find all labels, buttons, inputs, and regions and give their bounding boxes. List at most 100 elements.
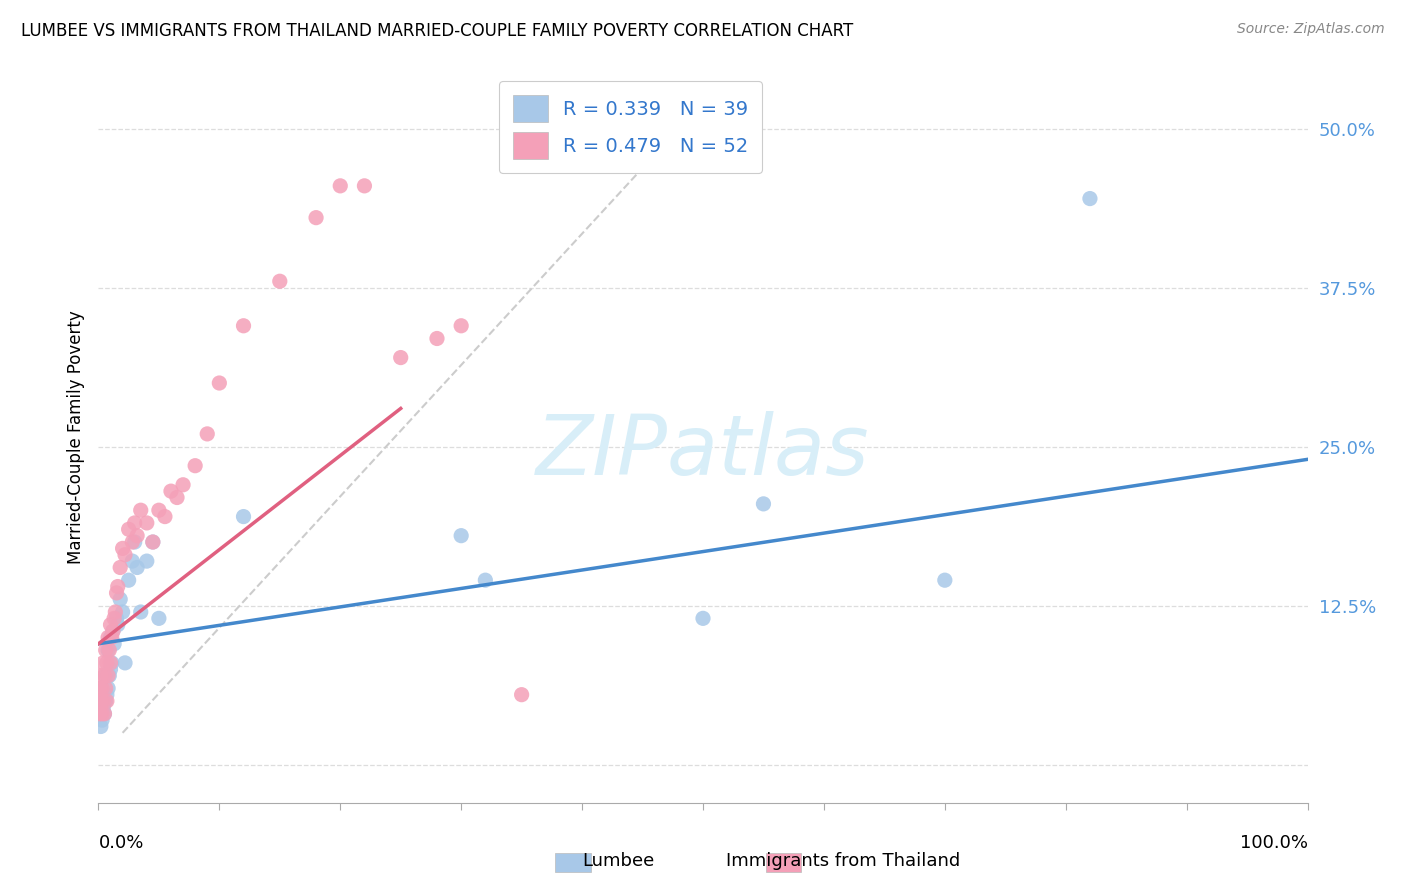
Point xyxy=(752,497,775,511)
Point xyxy=(135,516,157,530)
Point xyxy=(89,688,111,702)
Point xyxy=(692,611,714,625)
Point xyxy=(124,516,146,530)
Point xyxy=(127,560,149,574)
Text: 100.0%: 100.0% xyxy=(1240,833,1308,852)
Point xyxy=(91,694,114,708)
Point xyxy=(100,617,122,632)
Point xyxy=(474,573,496,587)
Point xyxy=(93,706,115,721)
Point xyxy=(329,178,352,193)
Point xyxy=(90,694,112,708)
Point xyxy=(91,681,114,696)
Point xyxy=(96,694,118,708)
Point xyxy=(510,688,533,702)
Point xyxy=(105,586,128,600)
Point xyxy=(100,631,122,645)
Point xyxy=(91,713,114,727)
Point xyxy=(98,668,121,682)
Point xyxy=(232,318,254,333)
Point xyxy=(93,694,115,708)
Point xyxy=(94,643,117,657)
Point xyxy=(94,694,117,708)
Point xyxy=(450,529,472,543)
Point xyxy=(97,668,120,682)
Point xyxy=(129,605,152,619)
Point xyxy=(89,681,111,696)
Point xyxy=(93,668,115,682)
Point xyxy=(96,688,118,702)
Point xyxy=(184,458,207,473)
Point xyxy=(100,656,122,670)
Point xyxy=(89,706,111,721)
Point xyxy=(389,351,412,365)
Point xyxy=(91,681,114,696)
Point xyxy=(160,484,183,499)
Point xyxy=(103,611,125,625)
Point xyxy=(108,560,131,574)
Point xyxy=(148,503,170,517)
Point xyxy=(91,656,114,670)
Point xyxy=(153,509,176,524)
Point xyxy=(97,643,120,657)
Point xyxy=(135,554,157,568)
Point xyxy=(124,535,146,549)
Point xyxy=(91,706,114,721)
Point xyxy=(104,605,127,619)
Point xyxy=(934,573,956,587)
Point xyxy=(96,656,118,670)
Point xyxy=(107,617,129,632)
Point xyxy=(166,491,188,505)
Point xyxy=(97,681,120,696)
Point xyxy=(142,535,165,549)
Point xyxy=(111,541,134,556)
Point xyxy=(91,700,114,714)
Point xyxy=(94,668,117,682)
Point xyxy=(121,554,143,568)
Text: Lumbee: Lumbee xyxy=(582,852,655,870)
Point xyxy=(148,611,170,625)
Point xyxy=(105,611,128,625)
Point xyxy=(129,503,152,517)
Point xyxy=(90,719,112,733)
Point xyxy=(172,477,194,491)
Point xyxy=(90,706,112,721)
Point xyxy=(232,509,254,524)
Point xyxy=(118,522,141,536)
Point xyxy=(100,656,122,670)
Point xyxy=(94,681,117,696)
Point xyxy=(108,592,131,607)
Point xyxy=(98,643,121,657)
Point xyxy=(208,376,231,390)
Point xyxy=(127,529,149,543)
Point xyxy=(97,631,120,645)
Point xyxy=(195,426,218,441)
Text: LUMBEE VS IMMIGRANTS FROM THAILAND MARRIED-COUPLE FAMILY POVERTY CORRELATION CHA: LUMBEE VS IMMIGRANTS FROM THAILAND MARRI… xyxy=(21,22,853,40)
Point xyxy=(107,580,129,594)
Point xyxy=(114,656,136,670)
Point xyxy=(114,548,136,562)
Legend: R = 0.339   N = 39, R = 0.479   N = 52: R = 0.339 N = 39, R = 0.479 N = 52 xyxy=(499,81,762,173)
Text: ZIPatlas: ZIPatlas xyxy=(536,411,870,492)
Point xyxy=(353,178,375,193)
Point xyxy=(100,662,122,676)
Point xyxy=(142,535,165,549)
Point xyxy=(111,605,134,619)
Y-axis label: Married-Couple Family Poverty: Married-Couple Family Poverty xyxy=(66,310,84,564)
Point xyxy=(101,624,124,638)
Point xyxy=(305,211,328,225)
Text: Immigrants from Thailand: Immigrants from Thailand xyxy=(727,852,960,870)
Point xyxy=(121,535,143,549)
Point xyxy=(93,706,115,721)
Text: Source: ZipAtlas.com: Source: ZipAtlas.com xyxy=(1237,22,1385,37)
Point xyxy=(450,318,472,333)
Point xyxy=(269,274,291,288)
Point xyxy=(100,631,122,645)
Point xyxy=(118,573,141,587)
Point xyxy=(426,331,449,345)
Point xyxy=(101,624,124,638)
Point xyxy=(90,668,112,682)
Point xyxy=(1078,192,1101,206)
Text: 0.0%: 0.0% xyxy=(98,833,143,852)
Point xyxy=(103,637,125,651)
